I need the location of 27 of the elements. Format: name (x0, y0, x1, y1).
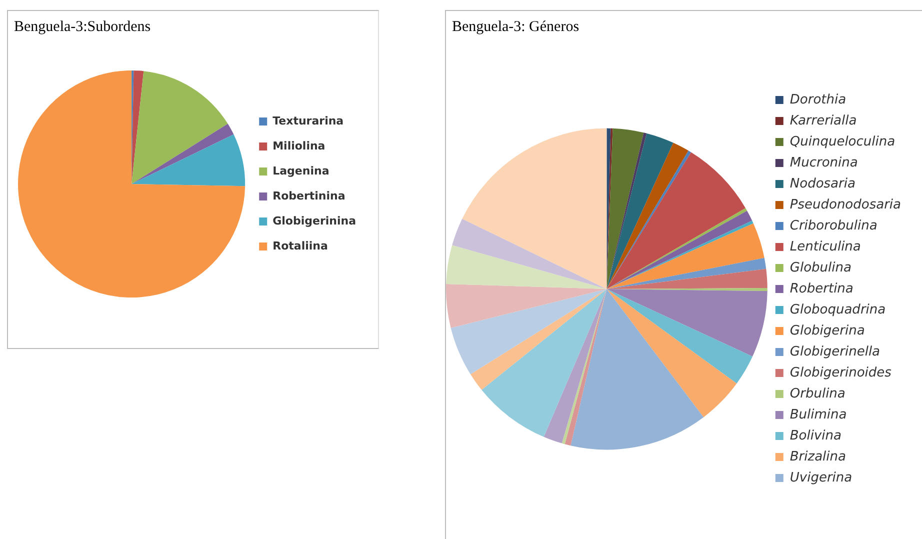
legend-label: Globulina (790, 260, 852, 276)
legend-label: Uvigerina (790, 470, 852, 486)
legend-label: Orbulina (790, 386, 846, 402)
legend-label: Lenticulina (790, 239, 861, 254)
legend-label: Karrerialla (790, 113, 857, 128)
legend-label: Texturarina (272, 114, 344, 128)
legend-label: Globigerinoides (790, 365, 892, 380)
legend-label: Lagenina (272, 164, 330, 178)
legend-label: Globoquadrina (790, 302, 886, 318)
legend-label: Robertinina (272, 189, 346, 202)
legend-label: Nodosaria (790, 176, 856, 192)
legend-label: Criborobulina (790, 218, 878, 234)
chart-title: Benguela-3:Subordens (14, 19, 152, 37)
chart-title: Benguela-3: Géneros (452, 19, 580, 37)
legend-label: Bulimina (790, 407, 847, 422)
legend-label: Bolivina (790, 428, 842, 444)
legend-label: Mucronina (790, 155, 858, 170)
legend-label: Robertina (790, 281, 854, 296)
legend-label: Globigerinella (790, 344, 880, 360)
legend-label: Pseudonodosaria (790, 197, 902, 212)
legend-label: Dorothia (790, 92, 846, 108)
legend-label: Brizalina (790, 449, 846, 464)
legend-label: Globigerinina (272, 214, 356, 228)
legend-label: Rotaliina (272, 239, 328, 252)
legend-label: Quinqueloculina (790, 134, 896, 150)
legend-label: Globigerina (790, 323, 865, 338)
legend-label: Miliolina (272, 139, 326, 152)
